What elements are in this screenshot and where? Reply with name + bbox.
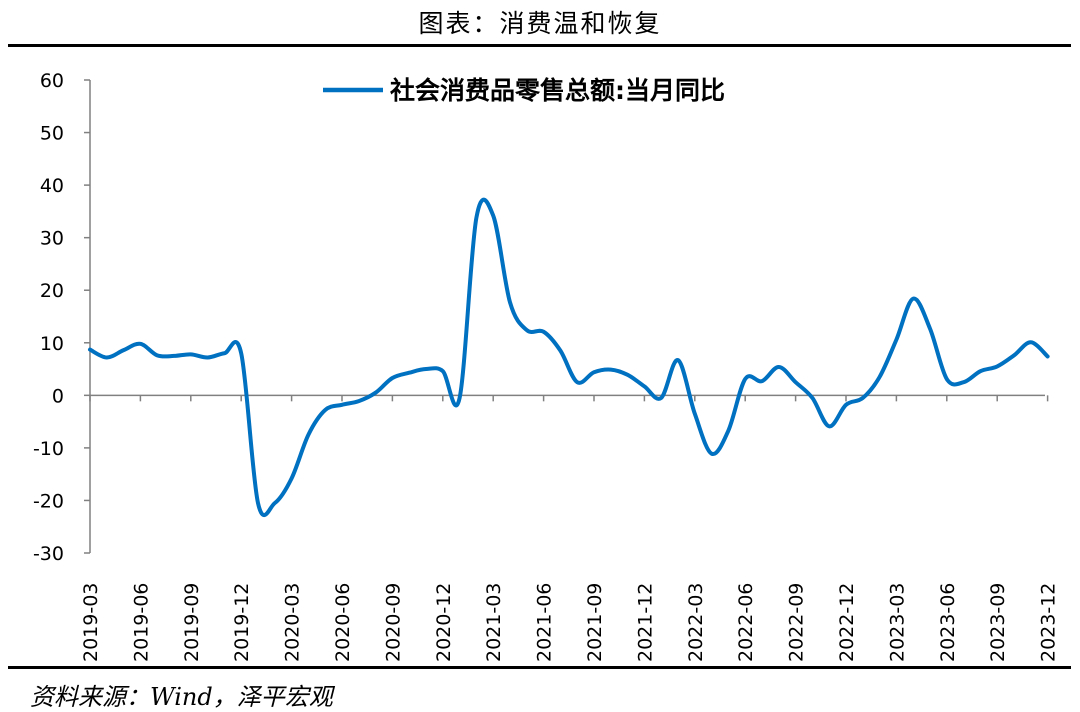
x-tick-label: 2023-03 <box>886 583 908 662</box>
y-axis-ticks: 60 50 40 30 20 10 0 -10 -20 -30 <box>33 70 90 565</box>
y-tick-label: -30 <box>33 543 64 565</box>
x-tick-label: 2022-06 <box>735 583 757 662</box>
x-tick-label: 2021-12 <box>634 583 656 662</box>
x-tick-label: 2020-12 <box>433 583 455 662</box>
y-tick-label: 40 <box>40 175 64 197</box>
x-tick-label: 2020-03 <box>282 583 304 662</box>
x-tick-label: 2020-09 <box>382 583 404 662</box>
y-tick-label: 0 <box>52 385 64 407</box>
source-note: 资料来源：Wind，泽平宏观 <box>30 683 333 711</box>
x-tick-label: 2023-09 <box>987 583 1009 662</box>
x-axis-ticks: 2019-03 2019-06 2019-09 2019-12 2020-03 2020-… <box>80 395 1060 662</box>
y-tick-label: 30 <box>40 228 64 250</box>
bottom-divider <box>8 666 1071 669</box>
x-tick-label: 2019-06 <box>130 583 152 662</box>
x-tick-label: 2019-03 <box>80 583 102 662</box>
x-tick-label: 2023-12 <box>1038 583 1060 662</box>
y-tick-label: 20 <box>40 280 64 302</box>
x-tick-label: 2021-06 <box>534 583 556 662</box>
x-tick-label: 2019-09 <box>181 583 203 662</box>
y-tick-label: 10 <box>40 333 64 355</box>
x-tick-label: 2021-09 <box>584 583 606 662</box>
chart-legend: 社会消费品零售总额:当月同比 <box>323 76 725 105</box>
x-tick-label: 2022-12 <box>836 583 858 662</box>
x-tick-label: 2023-06 <box>937 583 959 662</box>
x-tick-label: 2019-12 <box>231 583 253 662</box>
y-tick-label: -10 <box>33 438 64 460</box>
series-line <box>88 197 1050 518</box>
legend-label: 社会消费品零售总额:当月同比 <box>390 76 725 105</box>
top-divider <box>8 44 1071 47</box>
y-tick-label: 60 <box>40 70 64 92</box>
x-tick-label: 2021-03 <box>483 583 505 662</box>
y-tick-label: 50 <box>40 123 64 145</box>
page-title: 图表：消费温和恢复 <box>418 9 662 38</box>
chart-axes <box>89 80 1045 553</box>
x-tick-label: 2022-03 <box>685 583 707 662</box>
x-tick-label: 2020-06 <box>332 583 354 662</box>
x-tick-label: 2022-09 <box>786 583 808 662</box>
y-tick-label: -20 <box>33 490 64 512</box>
chart-series <box>88 197 1050 518</box>
